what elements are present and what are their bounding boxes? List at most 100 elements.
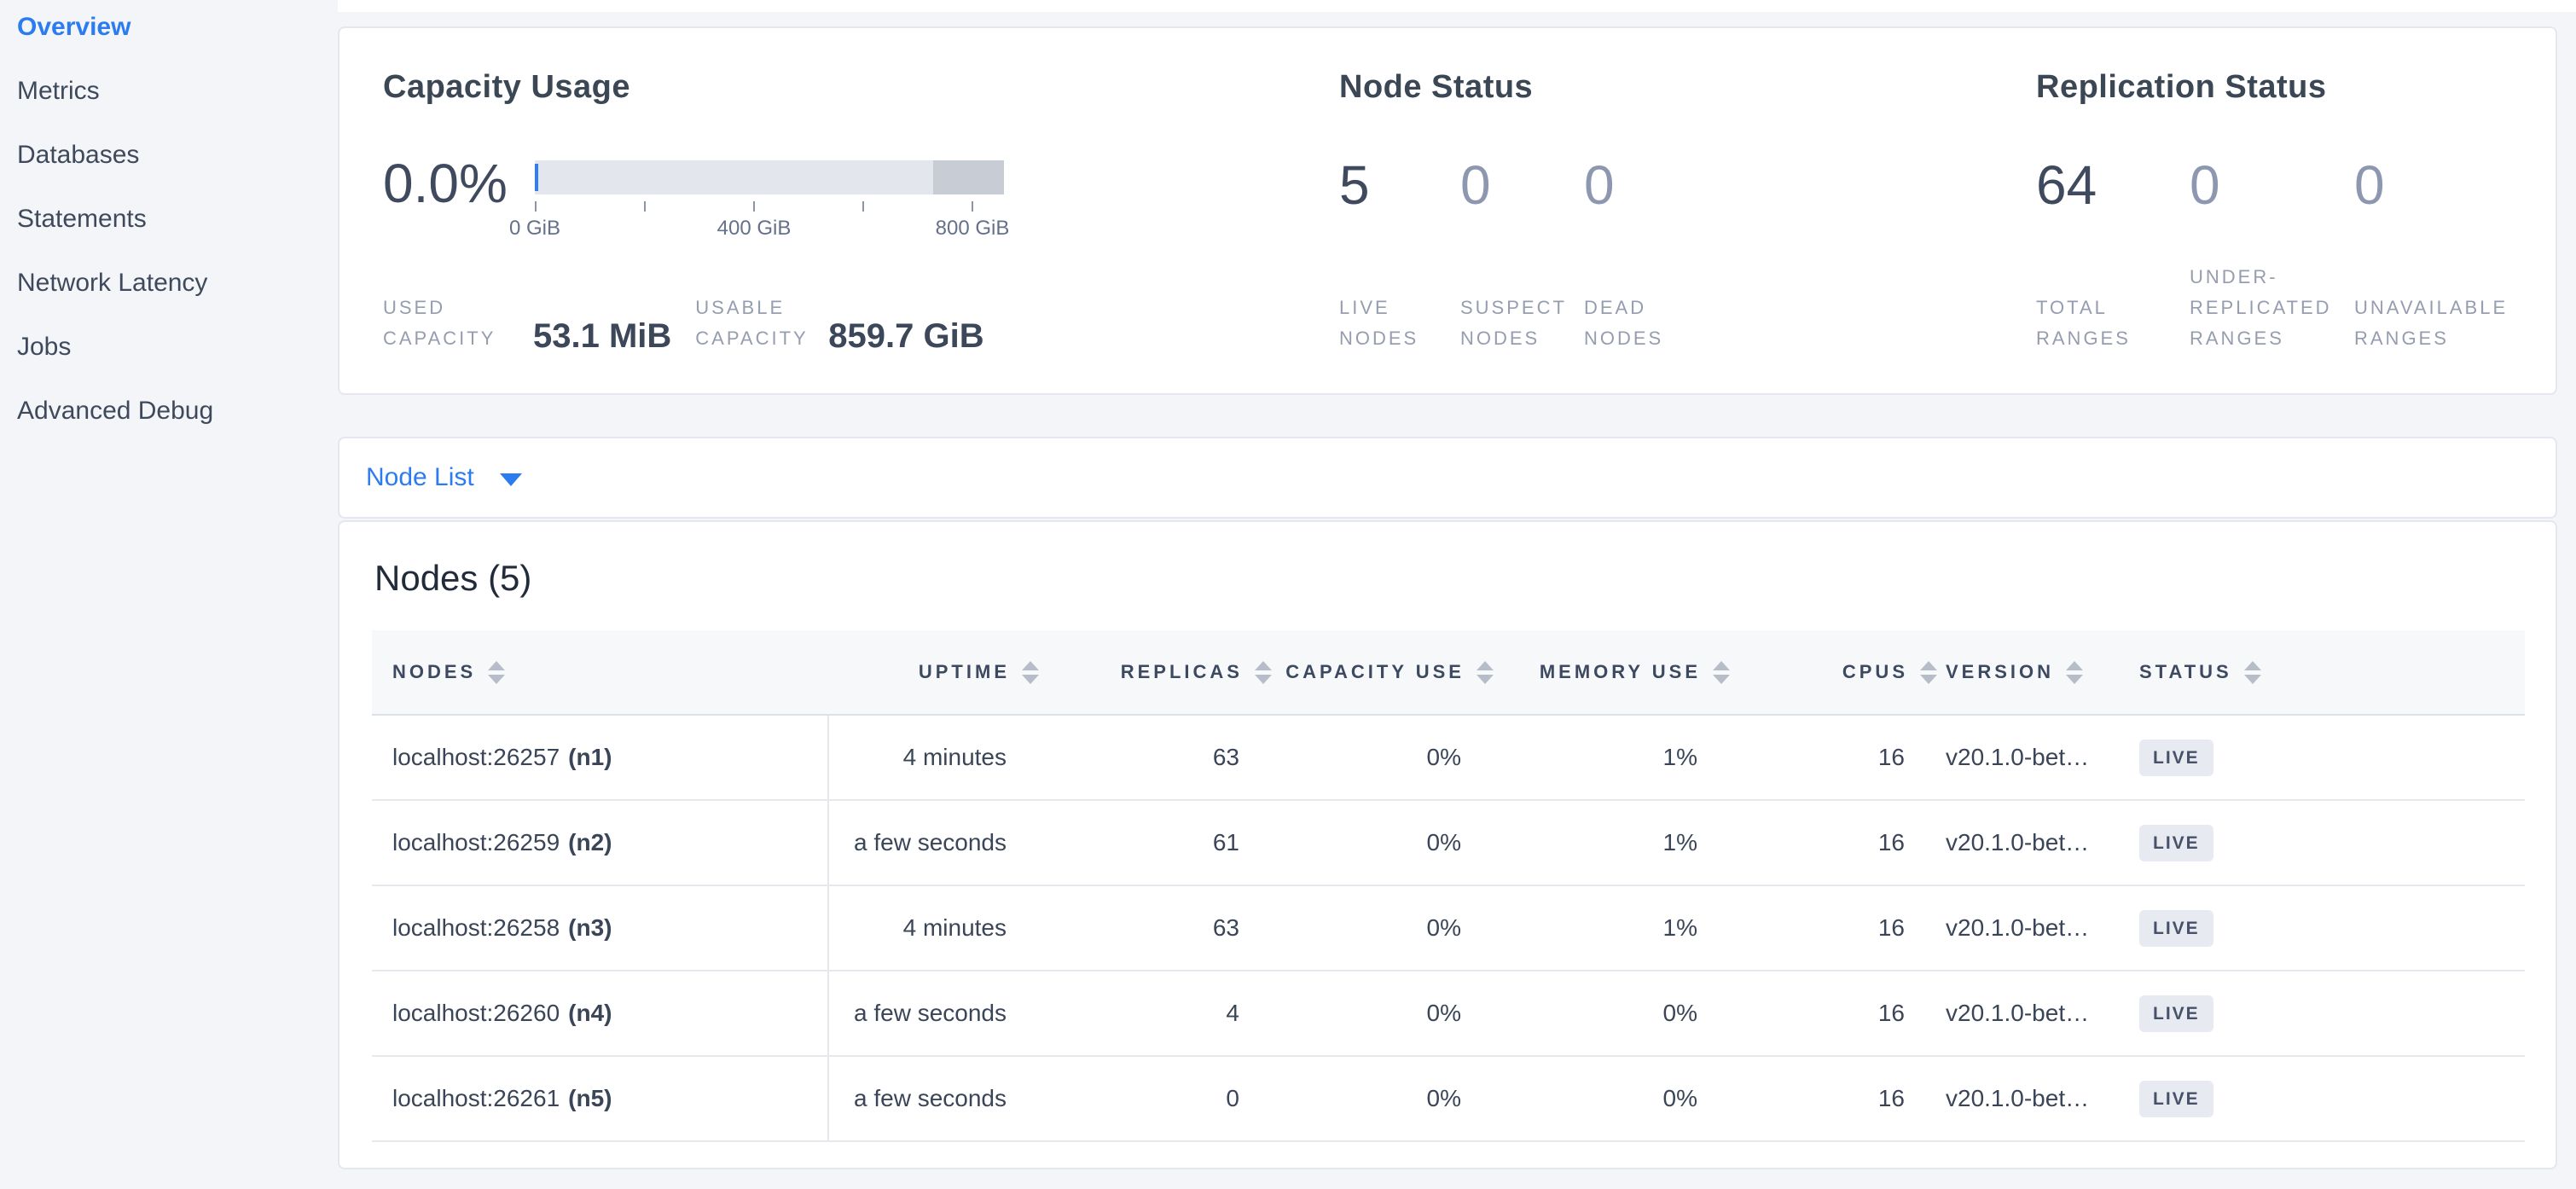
sort-icon[interactable] bbox=[1022, 660, 1039, 684]
total-ranges-value: 64 bbox=[2036, 154, 2097, 216]
version-cell: v20.1.0-bet… bbox=[1946, 914, 2090, 941]
capacity-stats-row: USED CAPACITY 53.1 MiB USABLE CAPACITY 8… bbox=[383, 293, 1287, 354]
node-address-cell[interactable]: localhost:26259 (n2) bbox=[372, 801, 829, 884]
usable-capacity-label: USABLE CAPACITY bbox=[695, 297, 809, 349]
column-header-label: STATUS bbox=[2139, 661, 2232, 682]
uptime-cell: a few seconds bbox=[854, 829, 1007, 856]
axis-tick bbox=[862, 201, 864, 212]
sort-icon[interactable] bbox=[1477, 660, 1494, 684]
sort-icon[interactable] bbox=[488, 660, 506, 684]
capacity-use-cell: 0% bbox=[1426, 1000, 1461, 1026]
capacity-use-cell: 0% bbox=[1426, 744, 1461, 770]
replicas-cell: 61 bbox=[1212, 829, 1239, 856]
node-id: (n1) bbox=[568, 744, 612, 770]
used-capacity-value: 53.1 MiB bbox=[533, 317, 672, 355]
axis-tick bbox=[535, 201, 537, 212]
version-cell: v20.1.0-bet… bbox=[1946, 1000, 2090, 1026]
suspect-nodes-value: 0 bbox=[1460, 154, 1491, 216]
axis-tick-label: 400 GiB bbox=[717, 217, 792, 240]
chevron-down-icon bbox=[499, 473, 522, 486]
column-header-label: UPTIME bbox=[918, 661, 1010, 682]
node-address: localhost:26261 bbox=[392, 1085, 560, 1111]
sidebar-item-metrics[interactable]: Metrics bbox=[17, 76, 100, 105]
memory-use-cell: 0% bbox=[1662, 1085, 1697, 1111]
nodes-table-panel: Nodes (5) NODES UPTIME REPLICAS CAPACITY… bbox=[338, 520, 2557, 1169]
live-nodes-label: LIVE NODES bbox=[1339, 297, 1419, 349]
column-header-label: CPUS bbox=[1842, 661, 1908, 682]
memory-use-cell: 0% bbox=[1662, 1000, 1697, 1026]
column-header-cpus[interactable]: CPUS bbox=[1718, 630, 1937, 714]
capacity-use-cell: 0% bbox=[1426, 914, 1461, 941]
sort-icon[interactable] bbox=[2066, 660, 2084, 684]
column-header-nodes[interactable]: NODES bbox=[372, 630, 829, 714]
sidebar-item-overview[interactable]: Overview bbox=[17, 12, 131, 41]
axis-tick bbox=[972, 201, 973, 212]
column-header-version[interactable]: VERSION bbox=[1925, 630, 2119, 714]
cpus-cell: 16 bbox=[1877, 744, 1905, 770]
sidebar-item-jobs[interactable]: Jobs bbox=[17, 332, 72, 361]
replicas-cell: 4 bbox=[1226, 1000, 1239, 1026]
status-badge: LIVE bbox=[2139, 1080, 2213, 1117]
capacity-gauge-row: 0.0% 0 GiB 400 GiB 800 GiB bbox=[383, 154, 1287, 246]
memory-use-cell: 1% bbox=[1662, 744, 1697, 770]
sort-icon[interactable] bbox=[1255, 660, 1272, 684]
sidebar-item-statements[interactable]: Statements bbox=[17, 204, 147, 233]
sort-icon[interactable] bbox=[1920, 660, 1937, 684]
node-address-cell[interactable]: localhost:26258 (n3) bbox=[372, 886, 829, 970]
table-row[interactable]: localhost:26260 (n4) a few seconds 4 0% 0… bbox=[372, 972, 2525, 1057]
sort-icon[interactable] bbox=[2243, 660, 2261, 684]
column-header-uptime[interactable]: UPTIME bbox=[829, 630, 1039, 714]
table-row[interactable]: localhost:26259 (n2) a few seconds 61 0% … bbox=[372, 801, 2525, 886]
version-cell: v20.1.0-bet… bbox=[1946, 1085, 2090, 1111]
dead-nodes-value: 0 bbox=[1584, 154, 1615, 216]
top-bar-edge bbox=[338, 0, 2576, 12]
capacity-gauge-axis: 0 GiB 400 GiB 800 GiB bbox=[509, 194, 1009, 246]
memory-use-cell: 1% bbox=[1662, 914, 1697, 941]
version-cell: v20.1.0-bet… bbox=[1946, 829, 2090, 856]
table-row[interactable]: localhost:26261 (n5) a few seconds 0 0% 0… bbox=[372, 1057, 2525, 1142]
column-header-memory-use[interactable]: MEMORY USE bbox=[1482, 630, 1730, 714]
uptime-cell: a few seconds bbox=[854, 1085, 1007, 1111]
replicas-cell: 0 bbox=[1226, 1085, 1239, 1111]
sidebar-item-advanced-debug[interactable]: Advanced Debug bbox=[17, 396, 214, 425]
live-nodes-stat: 5 LIVE NODES bbox=[1339, 155, 1460, 354]
sort-icon[interactable] bbox=[1713, 660, 1730, 684]
node-address-cell[interactable]: localhost:26260 (n4) bbox=[372, 972, 829, 1055]
node-list-dropdown[interactable]: Node List bbox=[366, 463, 522, 492]
column-header-label: VERSION bbox=[1946, 661, 2055, 682]
replicas-cell: 63 bbox=[1212, 914, 1239, 941]
column-header-capacity-use[interactable]: CAPACITY USE bbox=[1260, 630, 1494, 714]
table-row[interactable]: localhost:26257 (n1) 4 minutes 63 0% 1% 1… bbox=[372, 716, 2525, 801]
table-row[interactable]: localhost:26258 (n3) 4 minutes 63 0% 1% 1… bbox=[372, 886, 2525, 972]
total-ranges-label: TOTAL RANGES bbox=[2036, 297, 2131, 349]
capacity-gauge: 0 GiB 400 GiB 800 GiB bbox=[509, 160, 1009, 246]
axis-tick bbox=[644, 201, 646, 212]
capacity-usage-section: Capacity Usage 0.0% 0 GiB 40 bbox=[383, 69, 1287, 354]
under-replicated-ranges-label: UNDER-REPLICATED RANGES bbox=[2190, 266, 2332, 349]
node-status-stats: 5 LIVE NODES 0 SUSPECT NODES 0 DEAD NODE… bbox=[1339, 155, 1987, 354]
unavailable-ranges-label: UNAVAILABLE RANGES bbox=[2354, 297, 2509, 349]
capacity-use-cell: 0% bbox=[1426, 829, 1461, 856]
nodes-table-header: NODES UPTIME REPLICAS CAPACITY USE MEMOR… bbox=[372, 630, 2525, 716]
column-header-status[interactable]: STATUS bbox=[2119, 630, 2525, 714]
node-address-cell[interactable]: localhost:26257 (n1) bbox=[372, 716, 829, 799]
status-badge: LIVE bbox=[2139, 909, 2213, 947]
replication-stats: 64 TOTAL RANGES 0 UNDER-REPLICATED RANGE… bbox=[2036, 155, 2548, 354]
sidebar-item-databases[interactable]: Databases bbox=[17, 140, 140, 169]
column-header-replicas[interactable]: REPLICAS bbox=[1027, 630, 1272, 714]
node-list-bar: Node List bbox=[338, 437, 2557, 519]
node-address: localhost:26260 bbox=[392, 1000, 560, 1026]
column-header-label: CAPACITY USE bbox=[1285, 661, 1465, 682]
sidebar: Overview Metrics Databases Statements Ne… bbox=[0, 0, 338, 1189]
node-address-cell[interactable]: localhost:26261 (n5) bbox=[372, 1057, 829, 1140]
capacity-usage-title: Capacity Usage bbox=[383, 69, 631, 105]
under-replicated-ranges-value: 0 bbox=[2190, 154, 2220, 216]
node-id: (n3) bbox=[568, 914, 612, 941]
axis-tick bbox=[753, 201, 755, 212]
suspect-nodes-stat: 0 SUSPECT NODES bbox=[1460, 155, 1584, 354]
replication-status-section: Replication Status 64 TOTAL RANGES 0 UND… bbox=[2036, 69, 2548, 354]
cpus-cell: 16 bbox=[1877, 1000, 1905, 1026]
sidebar-item-network-latency[interactable]: Network Latency bbox=[17, 268, 208, 297]
status-cell: LIVE bbox=[2119, 716, 2525, 799]
